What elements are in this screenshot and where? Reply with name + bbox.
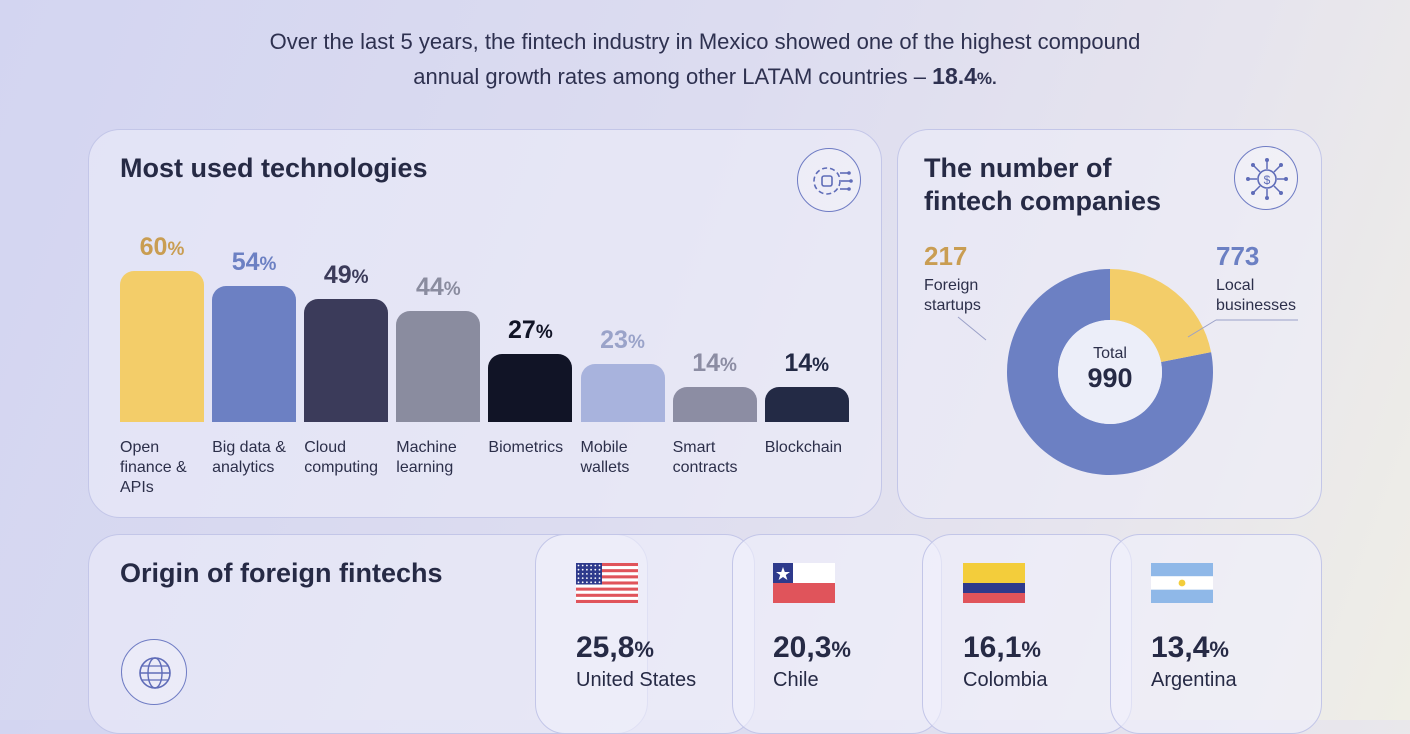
chile-flag-icon: [773, 563, 835, 603]
donut-slice-0: [1110, 269, 1212, 362]
technologies-card: Most used technologies 60% Open finance & A…: [88, 129, 882, 518]
country-card-united-states: 25,8% United States: [535, 534, 755, 734]
intro-line-2: annual growth rates among other LATAM co…: [413, 63, 997, 89]
local-leader-line-2: [1187, 319, 1217, 338]
bar-value-label-1: 54%: [231, 248, 277, 277]
intro-text: Over the last 5 years, the fintech indus…: [0, 24, 1410, 96]
bar-category-label-3: Machine learning: [396, 439, 457, 476]
bar-4: [488, 354, 573, 422]
foreign-startups-label: Foreign startups: [924, 277, 981, 314]
origin-title: Origin of foreign fintechs: [120, 558, 443, 588]
country-percentage: 13,4%: [1151, 631, 1229, 664]
bar-value-label-3: 44%: [415, 273, 461, 302]
country-card-argentina: 13,4% Argentina: [1110, 534, 1322, 734]
globe-circuit-icon: [121, 639, 187, 705]
bar-0: [120, 271, 204, 422]
bar-value-label-7: 14%: [784, 348, 830, 377]
country-percentage: 16,1%: [963, 631, 1041, 664]
bar-chart: 60% Open finance & APIs 54% Big data & analyti…: [89, 130, 883, 519]
bar-category-label-6: Smart contracts: [672, 439, 738, 476]
bar-6: [672, 386, 757, 422]
bar-value-label-5: 23%: [600, 326, 645, 355]
country-name: Chile: [773, 669, 819, 691]
ai-chip-icon: [797, 148, 861, 212]
bar-5: [580, 364, 665, 422]
donut-chart: [957, 269, 1298, 475]
companies-title: The number of fintech companies: [924, 153, 1162, 216]
companies-card: The number of fintech companies $ 217 Fo…: [897, 129, 1322, 519]
bar-value-label-0: 60%: [139, 233, 185, 261]
bar-category-label-4: Biometrics: [488, 439, 564, 456]
bar-category-label-2: Cloud computing: [304, 439, 379, 476]
bar-2: [304, 298, 389, 422]
bar-value-label-6: 14%: [692, 348, 737, 377]
technologies-title: Most used technologies: [120, 153, 428, 183]
country-percentage: 25,8%: [576, 631, 654, 664]
donut-slice-1: [1007, 269, 1213, 475]
donut-total-label: Total: [1093, 345, 1127, 362]
colombia-flag-icon: [963, 563, 1025, 603]
donut-total-value: 990: [1087, 363, 1133, 393]
foreign-leader-line: [957, 316, 987, 341]
fintech-dollar-icon: $: [1234, 146, 1298, 210]
country-card-chile: 20,3% Chile: [732, 534, 942, 734]
country-name: United States: [576, 669, 697, 691]
bar-category-label-0: Open finance & APIs: [120, 439, 187, 496]
country-name: Argentina: [1151, 669, 1237, 691]
bar-7: [764, 386, 849, 422]
bar-1: [212, 286, 297, 422]
argentina-flag-icon: [1151, 563, 1213, 603]
svg-text:$: $: [1264, 173, 1271, 187]
local-businesses-value: 773: [1216, 241, 1260, 271]
bar-3: [396, 311, 481, 422]
foreign-startups-value: 217: [924, 241, 968, 271]
bar-category-label-1: Big data & analytics: [212, 439, 286, 476]
intro-line-1: Over the last 5 years, the fintech indus…: [269, 29, 1141, 54]
country-percentage: 20,3%: [773, 631, 851, 664]
country-name: Colombia: [963, 669, 1048, 691]
bar-category-label-5: Mobile wallets: [580, 439, 630, 476]
growth-rate-value: 18.4%.: [932, 63, 997, 89]
us-flag-icon: [576, 563, 638, 603]
bar-value-label-2: 49%: [323, 260, 369, 289]
donut-hole: [1058, 320, 1162, 424]
bar-category-label-7: Blockchain: [764, 439, 843, 456]
country-card-colombia: 16,1% Colombia: [922, 534, 1132, 734]
bar-value-label-4: 27%: [508, 316, 553, 345]
local-businesses-label: Local businesses: [1216, 277, 1297, 314]
